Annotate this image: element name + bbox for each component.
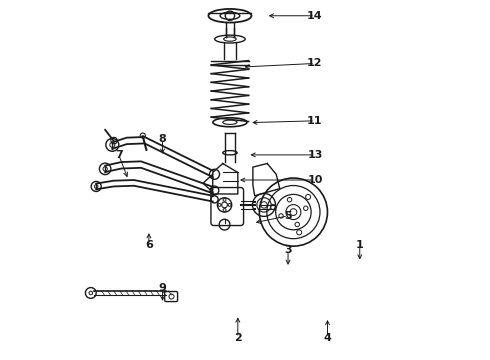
Text: 1: 1	[356, 239, 364, 249]
Text: 4: 4	[323, 333, 331, 343]
Text: 9: 9	[159, 283, 167, 293]
Text: 2: 2	[234, 333, 242, 343]
Text: 7: 7	[115, 150, 122, 160]
Text: 14: 14	[307, 11, 323, 21]
Text: 10: 10	[307, 175, 322, 185]
Text: 12: 12	[307, 58, 323, 68]
Text: 6: 6	[145, 240, 153, 250]
Text: 13: 13	[307, 150, 322, 160]
Text: 8: 8	[159, 134, 167, 144]
Text: 5: 5	[284, 211, 292, 221]
Text: 11: 11	[307, 116, 323, 126]
Text: 3: 3	[284, 245, 292, 255]
